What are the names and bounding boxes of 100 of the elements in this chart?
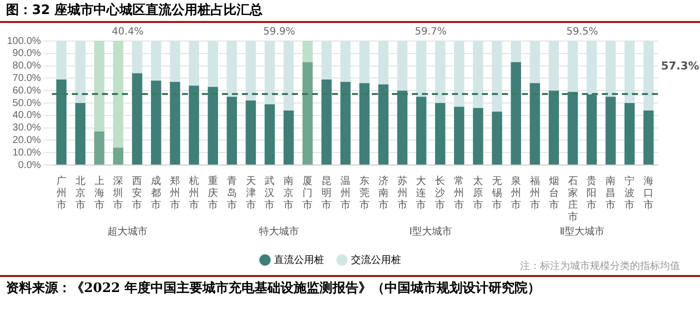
y-tick-label: 100.0%: [6, 36, 42, 47]
bar: [302, 62, 313, 164]
x-tick-label: 温州市: [340, 174, 350, 211]
y-tick-label: 30.0%: [12, 122, 42, 134]
bar: [321, 41, 332, 80]
text: 超大城市: [108, 226, 148, 238]
x-tick-label: 北京市: [75, 174, 86, 211]
x-tick-label: 苏州市: [397, 174, 408, 211]
text: 59.5%: [566, 26, 598, 38]
bar: [435, 41, 446, 103]
legend-label: 直流公用桩: [274, 254, 324, 266]
bar: [188, 41, 200, 86]
bar: [150, 41, 162, 81]
y-tick-label: 80.0%: [12, 60, 42, 72]
y-tick-label: 60.0%: [12, 85, 42, 96]
bar: [624, 103, 635, 164]
bar: [226, 96, 237, 164]
bar: [284, 41, 294, 110]
bar: [170, 82, 180, 164]
x-tick-label: 西安市: [132, 176, 142, 211]
x-tick-label: 宁波市: [624, 174, 635, 211]
legend-label: 交流公用桩: [351, 254, 401, 266]
x-tick-label: 福州市: [530, 174, 540, 211]
bar: [416, 96, 426, 164]
x-tick-label: 昆明市: [322, 176, 332, 211]
bar: [606, 96, 616, 164]
y-tick-label: 20.0%: [12, 134, 42, 146]
x-tick-label: 贵阳市: [586, 174, 597, 211]
bar: [492, 112, 502, 164]
bar: [75, 41, 86, 103]
bar: [359, 41, 370, 84]
bar: [472, 108, 484, 164]
chart-title: 图：32 座城市中心城区直流公用桩占比汇总: [0, 0, 700, 23]
x-tick-label: 深圳市: [112, 174, 124, 211]
x-tick-label: 厦门市: [302, 176, 313, 211]
bar: [359, 83, 370, 164]
bar: [188, 86, 200, 164]
x-tick-label: 常州市: [454, 174, 464, 211]
bar: [568, 41, 578, 92]
bar: [208, 86, 218, 164]
bar: [472, 41, 484, 108]
bar: [643, 41, 654, 110]
bar: [208, 41, 218, 87]
x-tick-label: 济南市: [378, 174, 388, 211]
bar: [397, 41, 408, 91]
bar: [170, 41, 180, 82]
bar: [548, 41, 559, 91]
text: 59.9%: [263, 26, 296, 38]
bar: [530, 83, 540, 164]
y-tick-label: 10.0%: [12, 147, 42, 158]
text: Ⅰ型大城市: [409, 226, 452, 238]
bar: [75, 103, 86, 164]
text: 资料来源：《2022 年度中国主要城市充电基础设施监测报告》（中国城市规划设计研究院）: [0, 275, 700, 301]
text: 注：标注为城市规模分类的指标均值: [520, 260, 680, 273]
bar: [94, 41, 104, 132]
bar: [284, 110, 294, 164]
bar: [454, 41, 464, 107]
text: 59.7%: [414, 26, 447, 38]
bar: [416, 41, 426, 97]
x-tick-label: 南京市: [284, 174, 294, 211]
x-tick-label: 无锡市: [491, 176, 502, 211]
bar: [378, 41, 388, 84]
bar: [150, 80, 162, 164]
x-tick-label: 郑州市: [170, 174, 180, 211]
x-tick-label: 武汉市: [264, 174, 275, 211]
x-tick-label: 泉州市: [510, 174, 521, 211]
x-tick-label: 东莞市: [359, 174, 370, 211]
bar: [340, 82, 351, 164]
bar: [94, 132, 104, 164]
bar: [492, 41, 502, 112]
bar: [548, 90, 559, 164]
ref-line-label: 57.3%: [661, 59, 700, 72]
bar: [56, 79, 66, 164]
bar: [113, 41, 124, 148]
bar: [264, 41, 275, 104]
bar: [568, 92, 578, 164]
bar: [246, 100, 256, 164]
bar: [302, 41, 313, 62]
bar: [132, 41, 142, 74]
y-tick-label: 50.0%: [12, 98, 42, 109]
bar: [264, 104, 275, 164]
x-tick-label: 石家庄市: [568, 176, 578, 223]
bar: [643, 110, 654, 164]
y-tick-label: 90.0%: [12, 48, 42, 60]
bar: [397, 90, 408, 164]
bar: [246, 41, 256, 101]
text: 40.4%: [112, 26, 144, 38]
x-tick-label: 海口市: [644, 174, 654, 211]
bar: [454, 106, 464, 164]
bar: [586, 94, 597, 164]
x-tick-label: 南昌市: [606, 174, 616, 211]
bar: [510, 62, 522, 164]
x-tick-label: 烟台市: [548, 174, 559, 211]
x-tick-label: 太原市: [473, 174, 484, 211]
x-tick-label: 杭州市: [188, 174, 199, 211]
x-tick-label: 上海市: [94, 174, 104, 211]
y-tick-label: 0.0%: [18, 160, 42, 171]
bar: [510, 41, 522, 62]
x-tick-label: 成都市: [151, 174, 162, 211]
bar: [606, 41, 616, 97]
